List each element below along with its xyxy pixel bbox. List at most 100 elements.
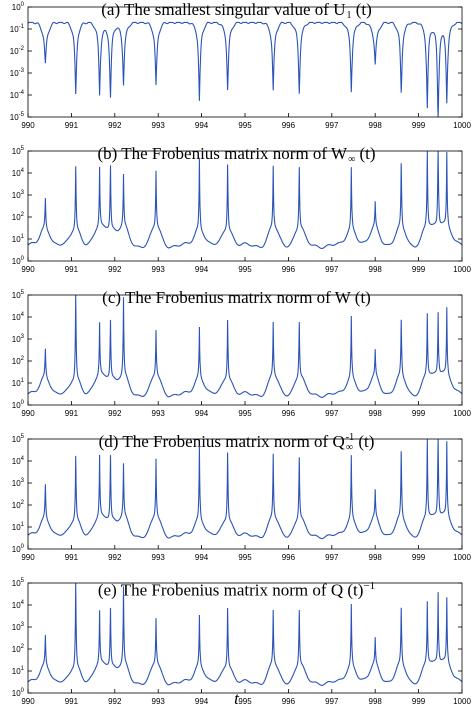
x-tick-label: 992	[108, 553, 122, 562]
x-tick-label: 994	[195, 553, 209, 562]
x-tick-label: 996	[282, 553, 296, 562]
x-tick-label: 990	[21, 553, 35, 562]
y-tick-label: 104	[12, 168, 25, 178]
x-tick-label: 996	[282, 409, 296, 418]
y-tick-label: 105	[12, 290, 25, 300]
y-tick-label: 103	[12, 334, 25, 344]
y-tick-label: 102	[12, 356, 25, 366]
axes-frame	[27, 6, 463, 118]
x-tick-label: 994	[195, 409, 209, 418]
x-tick-label: 997	[325, 265, 339, 274]
x-tick-label: 1000	[453, 121, 471, 130]
panel-title-argument: (t)	[351, 0, 372, 19]
line-chart-e: 100 101 102 103 104 105 990 991 992 993 994 995 996 9…	[12, 578, 472, 706]
x-tick-label: 995	[238, 553, 252, 562]
line-chart-d: 100 101 102 103 104 105 990 991 992 993 994 995 996 9…	[12, 434, 472, 562]
y-tick-label: 10-2	[10, 46, 25, 56]
panel-title: (e) The Frobenius matrix norm of Q (t)−1	[0, 576, 473, 601]
y-tick-label: 102	[12, 212, 25, 222]
panel-title-subscript: ∞	[345, 442, 353, 454]
x-tick-label: 996	[282, 265, 296, 274]
x-tick-label: 991	[65, 553, 79, 562]
y-tick-label: 100	[12, 544, 25, 554]
y-tick-label: 103	[12, 622, 25, 632]
y-tick-label: 101	[12, 522, 25, 532]
series-line	[27, 438, 463, 540]
panel-title-text: (b) The Frobenius matrix norm of	[97, 144, 332, 163]
panel-title-argument: (t)	[350, 288, 371, 307]
y-tick-label: 10-4	[10, 90, 25, 100]
y-tick-label: 105	[12, 578, 25, 588]
y-tick-label: 10-1	[10, 24, 25, 34]
panel-title-symbol: Q	[330, 580, 344, 600]
y-tick-label: 105	[12, 146, 25, 156]
x-tick-label: 990	[21, 265, 35, 274]
panel-title-argument: (t)	[355, 144, 376, 163]
x-tick-label: 993	[152, 409, 166, 418]
y-tick-label: 101	[12, 234, 25, 244]
line-chart-b: 100 101 102 103 104 105 990 991 992 993 994 995 996 9…	[12, 146, 472, 274]
axes-frame	[27, 582, 463, 694]
panel-title-text: (d) The Frobenius matrix norm of	[98, 432, 333, 451]
panel-title: (b) The Frobenius matrix norm of W ∞ (t)	[0, 144, 473, 165]
x-tick-label: 996	[282, 121, 296, 130]
y-tick-label: 100	[12, 688, 25, 698]
panel-title-text: (c) The Frobenius matrix norm of	[102, 288, 335, 307]
panel-title-symbol: U	[333, 0, 346, 19]
y-tick-label: 104	[12, 456, 25, 466]
panel-title-symbol: Q	[332, 432, 345, 451]
panel-title-superscript: −1	[363, 580, 376, 592]
x-tick-label: 991	[65, 265, 79, 274]
x-tick-label: 995	[238, 697, 252, 706]
panel-title-subscript: 1	[346, 10, 352, 22]
x-tick-label: 1000	[453, 409, 471, 418]
panel-title-argument: (t)	[343, 580, 364, 600]
panel-title-symbol: W	[334, 288, 351, 307]
x-tick-label: 997	[325, 553, 339, 562]
panel-title-text: (e) The Frobenius matrix norm of	[97, 580, 331, 600]
y-tick-label: 10-5	[10, 112, 25, 122]
x-tick-label: 992	[108, 409, 122, 418]
x-tick-label: 998	[369, 697, 383, 706]
y-tick-label: 10-3	[10, 68, 25, 78]
axes-frame	[27, 294, 463, 406]
y-tick-label: 101	[12, 378, 25, 388]
panel-title-superscript: -1	[345, 432, 355, 444]
x-tick-label: 991	[65, 121, 79, 130]
x-tick-label: 990	[21, 409, 35, 418]
x-tick-label: 997	[325, 697, 339, 706]
x-tick-label: 998	[369, 265, 383, 274]
axes-frame	[27, 150, 463, 262]
x-tick-label: 992	[108, 121, 122, 130]
x-tick-label: 1000	[453, 697, 471, 706]
y-tick-label: 103	[12, 190, 25, 200]
x-tick-label: 993	[152, 121, 166, 130]
x-tick-label: 994	[195, 265, 209, 274]
x-axis-label: t	[234, 689, 239, 708]
line-chart-a: 10-5 10-4 10-3 10-2 10-1 100 990 991 992 993 994 99…	[10, 2, 472, 130]
x-tick-label: 992	[108, 265, 122, 274]
panel-title-symbol: W	[331, 144, 348, 163]
x-tick-label: 997	[325, 121, 339, 130]
x-tick-label: 999	[412, 265, 426, 274]
x-tick-label: 999	[412, 553, 426, 562]
x-tick-label: 998	[369, 553, 383, 562]
x-tick-label: 997	[325, 409, 339, 418]
y-tick-label: 103	[12, 478, 25, 488]
x-tick-label: 991	[65, 697, 79, 706]
panel-title: (c) The Frobenius matrix norm of W (t)	[0, 288, 473, 308]
x-tick-label: 999	[412, 409, 426, 418]
x-tick-label: 998	[369, 121, 383, 130]
x-tick-label: 999	[412, 697, 426, 706]
y-tick-label: 105	[12, 434, 25, 444]
y-tick-label: 100	[12, 256, 25, 266]
panel-title: (d) The Frobenius matrix norm of Q -1 ∞ (t…	[0, 432, 473, 453]
x-tick-label: 995	[238, 409, 252, 418]
y-tick-label: 100	[12, 400, 25, 410]
x-tick-label: 998	[369, 409, 383, 418]
x-tick-label: 994	[195, 697, 209, 706]
panel-title-text: (a) The smallest singular value of	[101, 0, 334, 19]
y-tick-label: 102	[12, 644, 25, 654]
x-tick-label: 993	[152, 697, 166, 706]
x-tick-label: 1000	[453, 265, 471, 274]
